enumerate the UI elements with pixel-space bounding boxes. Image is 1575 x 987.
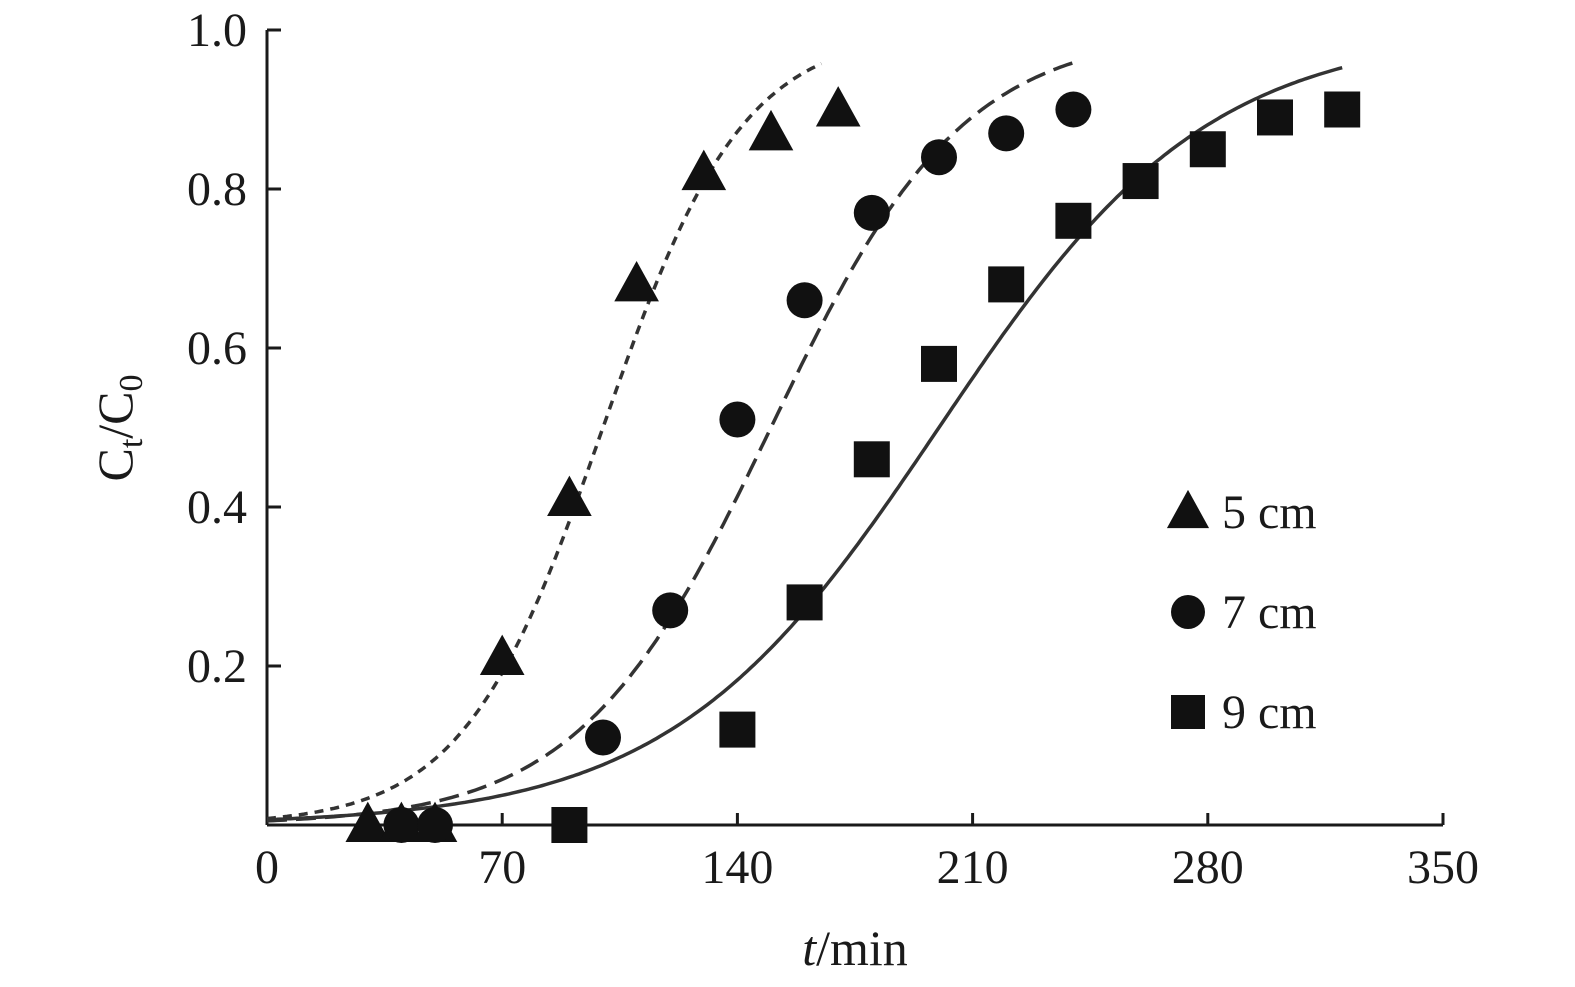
- x-axis-title-rest: /min: [816, 920, 908, 976]
- x-tick-label: 140: [701, 841, 773, 894]
- legend-label: 5 cm: [1222, 486, 1317, 539]
- y-tick-label: 0.2: [187, 640, 247, 693]
- fit-line-series-2: [266, 61, 1074, 823]
- data-point-series-3: [1257, 99, 1293, 136]
- x-axis-title: t/min: [802, 920, 908, 976]
- y-axis-title-main: C: [87, 448, 143, 481]
- data-point-series-3: [719, 711, 756, 748]
- fit-line-series-1: [266, 62, 823, 821]
- data-point-series-1: [479, 634, 525, 676]
- data-point-series-2: [853, 194, 890, 231]
- y-axis-title: Ct/C0: [87, 374, 150, 481]
- y-axis-title-sub2: 0: [113, 374, 150, 391]
- data-point-series-2: [719, 401, 756, 438]
- data-point-series-3: [1055, 202, 1092, 239]
- data-point-series-1: [681, 149, 727, 191]
- data-point-series-2: [383, 807, 420, 843]
- x-tick-label: 210: [937, 841, 1009, 894]
- legend-marker-square: [1171, 695, 1205, 729]
- y-axis-ticks: 0.2 0.4 0.6 0.8 1.0: [187, 4, 281, 693]
- data-point-series-2: [652, 592, 689, 629]
- legend-marker-triangle: [1166, 489, 1210, 529]
- data-point-series-3: [786, 584, 823, 621]
- data-point-series-3: [551, 807, 588, 843]
- data-point-series-2: [988, 115, 1025, 152]
- data-point-series-1: [815, 86, 861, 127]
- legend: 5 cm 7 cm 9 cm: [1166, 486, 1317, 739]
- data-point-series-2: [786, 282, 823, 319]
- plot-area: 0 70 140 210 280 350 0.2 0.4 0.6 0.8 1.0 5 cm 7 cm…: [187, 4, 1479, 894]
- data-point-series-3: [988, 266, 1025, 303]
- data-point-series-2: [585, 719, 621, 756]
- y-axis-title-sub1: t: [113, 438, 150, 448]
- x-tick-label: 280: [1172, 841, 1244, 894]
- data-markers: [345, 86, 1361, 843]
- x-tick-label: 0: [255, 841, 279, 894]
- data-point-series-1: [614, 260, 659, 302]
- x-axis-title-italic: t: [802, 920, 817, 976]
- data-point-series-3: [1324, 91, 1361, 128]
- data-point-series-1: [345, 801, 391, 843]
- x-axis-ticks: 0 70 140 210 280 350: [255, 813, 1479, 894]
- x-tick-label: 70: [478, 841, 526, 894]
- data-point-series-3: [921, 345, 957, 382]
- y-tick-label: 0.4: [187, 481, 247, 534]
- y-tick-label: 0.6: [187, 322, 247, 375]
- data-point-series-3: [1122, 163, 1159, 200]
- data-point-series-2: [417, 807, 453, 843]
- legend-label: 9 cm: [1222, 686, 1317, 739]
- data-point-series-2: [1055, 91, 1092, 128]
- data-point-series-3: [1189, 131, 1226, 168]
- data-point-series-1: [748, 109, 794, 151]
- y-axis-title-slash: /C: [87, 391, 143, 438]
- data-point-series-3: [853, 441, 890, 478]
- legend-label: 7 cm: [1222, 586, 1317, 639]
- legend-marker-circle: [1171, 595, 1205, 629]
- data-point-series-2: [921, 139, 957, 176]
- y-tick-label: 1.0: [187, 4, 247, 57]
- y-tick-label: 0.8: [187, 163, 247, 216]
- x-tick-label: 350: [1407, 841, 1479, 894]
- data-point-series-1: [547, 475, 592, 517]
